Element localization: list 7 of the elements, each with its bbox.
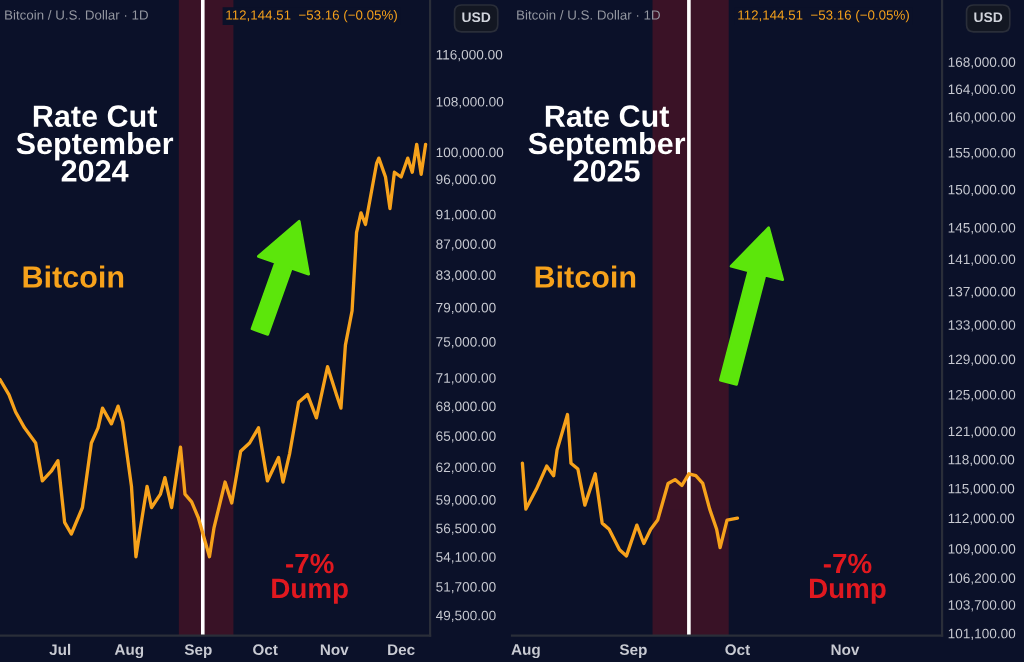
text: Rate Cut September 2025 — [528, 105, 686, 182]
text: Bitcoin — [535, 265, 636, 288]
annotation: -7% Dump — [272, 553, 348, 604]
line-series — [520, 412, 740, 558]
text: Rate Cut September 2024 — [16, 105, 174, 182]
text: Bitcoin — [23, 265, 124, 288]
annotation: -7% Dump — [809, 553, 886, 604]
